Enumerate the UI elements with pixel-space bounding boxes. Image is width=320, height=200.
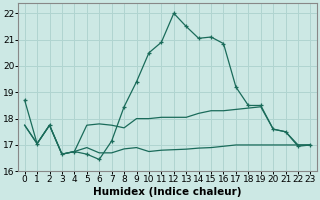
X-axis label: Humidex (Indice chaleur): Humidex (Indice chaleur) [93,187,242,197]
